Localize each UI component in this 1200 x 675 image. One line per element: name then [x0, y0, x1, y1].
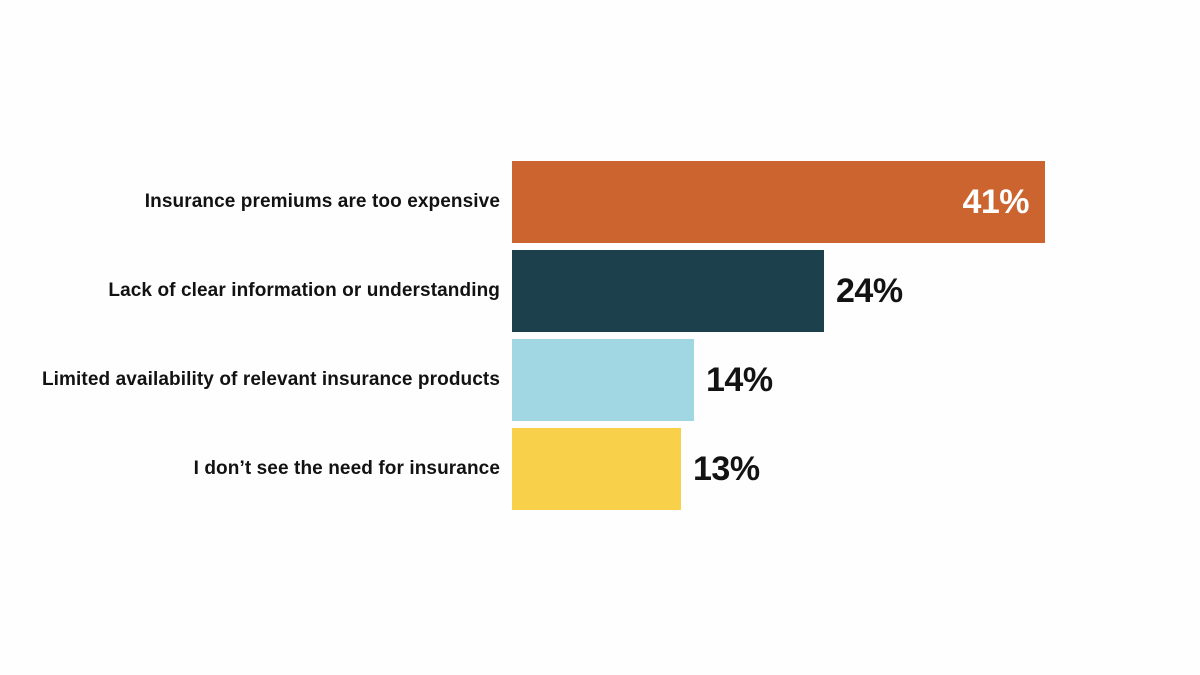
bar-area: 24%	[512, 250, 903, 332]
chart-row: Limited availability of relevant insuran…	[0, 339, 1045, 421]
chart-row: I don’t see the need for insurance 13%	[0, 428, 1045, 510]
bar-area: 13%	[512, 428, 760, 510]
value-label-inside: 41%	[962, 182, 1029, 221]
chart-row: Lack of clear information or understandi…	[0, 250, 1045, 332]
value-label-outside: 24%	[836, 271, 903, 310]
bar: 41%	[512, 161, 1045, 243]
bar-area: 41%	[512, 161, 1045, 243]
value-label-outside: 13%	[693, 449, 760, 488]
category-label: I don’t see the need for insurance	[193, 457, 500, 479]
chart-rows: Insurance premiums are too expensive 41%…	[0, 161, 1045, 510]
category-label: Limited availability of relevant insuran…	[41, 368, 500, 390]
bar-area: 14%	[512, 339, 773, 421]
category-label: Lack of clear information or understandi…	[108, 279, 500, 301]
bar-chart: Insurance premiums are too expensive 41%…	[0, 161, 1045, 517]
chart-row: Insurance premiums are too expensive 41%	[0, 161, 1045, 243]
bar	[512, 339, 694, 421]
bar	[512, 250, 824, 332]
category-label: Insurance premiums are too expensive	[144, 190, 500, 212]
bar	[512, 428, 681, 510]
value-label-outside: 14%	[706, 360, 773, 399]
